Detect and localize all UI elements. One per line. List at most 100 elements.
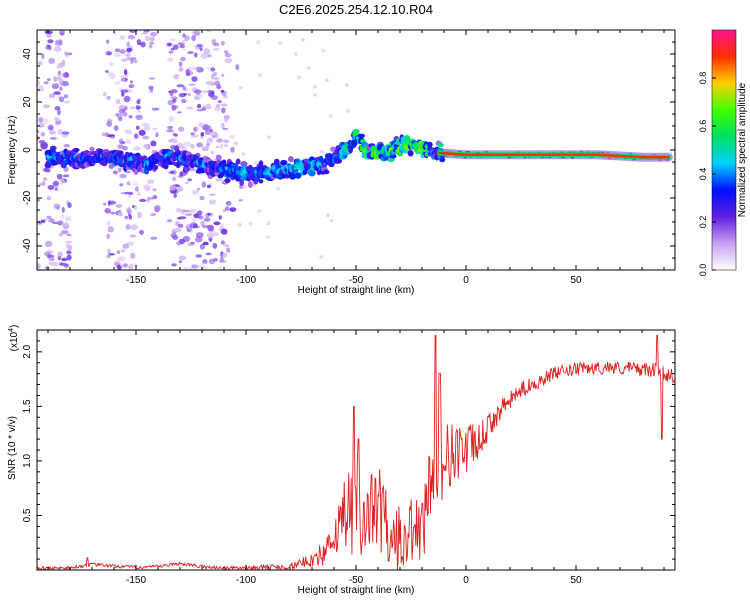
spectrogram-noise-cell xyxy=(129,263,138,267)
spectrogram-noise-cell xyxy=(218,100,222,104)
spectrogram-noise-cell xyxy=(191,76,198,82)
spectrogram-noise-cell xyxy=(117,256,126,261)
spectrogram-noise-cell xyxy=(48,257,55,262)
colorbar-tick-label: 0.8 xyxy=(698,72,708,85)
spectrogram-noise-cell xyxy=(152,195,158,200)
spectrogram-noise-cell xyxy=(209,212,213,217)
spectrogram-noise-cell xyxy=(149,44,153,49)
spectrogram-noise-cell xyxy=(123,95,131,103)
y-tick-label: 40 xyxy=(22,48,33,60)
spectrogram-signal-cell xyxy=(142,155,148,163)
spectrogram-noise-cell xyxy=(58,96,65,103)
spectrogram-noise-cell xyxy=(133,133,139,139)
spectrogram-noise-cell xyxy=(211,38,217,46)
spectrogram-noise-cell xyxy=(104,132,110,138)
snr-scale-close: ) xyxy=(9,325,20,328)
spectrogram-noise-cell xyxy=(104,208,111,214)
spectrogram-noise-cell xyxy=(138,129,146,136)
spectrogram-noise-cell xyxy=(132,182,139,186)
spectrogram-noise-cell xyxy=(41,53,45,60)
spectrogram-noise-cell xyxy=(210,67,216,72)
spectrogram-y-label: Frequency (Hz) xyxy=(7,116,18,185)
spectrogram-noise-cell xyxy=(210,132,215,137)
spectrogram-noise-cell xyxy=(223,244,230,247)
spectrogram-noise-cell xyxy=(122,145,128,151)
spectrogram-noise-cell xyxy=(43,81,49,85)
spectrogram-signal-cell xyxy=(427,141,433,148)
spectrogram-noise-cell xyxy=(42,168,51,172)
spectrogram-noise-cell xyxy=(61,230,69,235)
spectrogram-noise-cell xyxy=(168,116,174,123)
spectrogram-noise-cell xyxy=(115,203,123,208)
spectrogram-noise-cell xyxy=(171,105,177,111)
snr-scale-label: (x10 xyxy=(9,331,20,351)
spectrogram-noise-cell xyxy=(188,267,193,270)
spectrogram-noise-cell xyxy=(172,228,177,232)
spectrogram-noise-cell xyxy=(130,58,134,64)
spectrogram-noise-cell xyxy=(147,179,155,185)
spectrogram-noise-cell xyxy=(306,66,311,70)
spectrogram-signal-cell xyxy=(308,169,316,177)
spectrogram-noise-cell xyxy=(130,106,135,110)
spectrogram-ridge-core xyxy=(438,151,670,159)
spectrogram-cells xyxy=(37,30,673,270)
spectrogram-noise-cell xyxy=(172,133,178,137)
spectrogram-noise-cell xyxy=(123,69,128,76)
spectrogram-noise-cell xyxy=(113,125,119,131)
spectrogram-noise-cell xyxy=(130,252,136,259)
spectrogram-noise-cell xyxy=(107,200,111,207)
spectrogram-noise-cell xyxy=(57,73,65,77)
spectrogram-noise-cell xyxy=(122,108,126,112)
y-tick-label: 2.0 xyxy=(22,344,33,358)
spectrogram-noise-cell xyxy=(171,263,177,267)
spectrogram-noise-cell xyxy=(46,215,52,219)
spectrogram-noise-cell xyxy=(216,145,220,149)
spectrogram-noise-cell xyxy=(48,57,56,64)
spectrogram-noise-cell xyxy=(191,134,199,138)
spectrogram-noise-cell xyxy=(56,173,63,180)
spectrogram-noise-cell xyxy=(222,127,229,131)
spectrogram-noise-cell xyxy=(106,95,111,100)
spectrogram-noise-cell xyxy=(198,264,205,269)
spectrogram-noise-cell xyxy=(184,266,188,270)
spectrogram-noise-cell xyxy=(195,254,203,258)
spectrogram-noise-cell xyxy=(37,263,41,269)
spectrogram-noise-cell xyxy=(220,240,225,245)
spectrogram-noise-cell xyxy=(187,51,194,55)
spectrogram-noise-cell xyxy=(257,73,262,78)
spectrogram-signal-cell xyxy=(247,181,253,188)
spectrogram-noise-cell xyxy=(67,202,72,209)
spectrogram-noise-cell xyxy=(47,254,52,258)
spectrogram-noise-cell xyxy=(42,104,51,109)
spectrogram-noise-cell xyxy=(150,213,157,217)
spectrogram-noise-cell xyxy=(106,220,111,226)
spectrogram-noise-cell xyxy=(44,218,48,222)
spectrogram-noise-cell xyxy=(202,259,208,263)
spectrogram-noise-cell xyxy=(52,180,59,187)
spectrogram-noise-cell xyxy=(167,125,174,130)
spectrogram-noise-cell xyxy=(125,139,131,144)
spectrogram-noise-cell xyxy=(213,80,221,86)
spectrogram-signal-cell xyxy=(224,178,231,184)
spectrogram-noise-cell xyxy=(128,115,133,119)
spectrogram-noise-cell xyxy=(114,113,119,117)
spectrogram-noise-cell xyxy=(119,49,126,54)
spectrogram-noise-cell xyxy=(59,79,65,86)
spectrogram-noise-cell xyxy=(124,105,128,111)
spectrogram-noise-cell xyxy=(150,31,157,37)
spectrogram-noise-cell xyxy=(266,221,271,226)
spectrogram-noise-cell xyxy=(106,121,113,127)
spectrogram-noise-cell xyxy=(206,232,215,239)
colorbar-tick-label: 0.4 xyxy=(698,168,708,181)
spectrogram-noise-cell xyxy=(196,210,203,215)
spectrogram-noise-cell xyxy=(198,122,206,128)
spectrogram-noise-cell xyxy=(199,243,205,250)
spectrogram-noise-cell xyxy=(105,39,110,44)
spectrogram-noise-cell xyxy=(345,83,349,87)
spectrogram-noise-cell xyxy=(121,58,128,62)
spectrogram-noise-cell xyxy=(139,198,147,202)
spectrogram-noise-cell xyxy=(168,170,175,174)
spectrogram-noise-cell xyxy=(41,181,46,186)
spectrogram-noise-cell xyxy=(222,95,228,99)
